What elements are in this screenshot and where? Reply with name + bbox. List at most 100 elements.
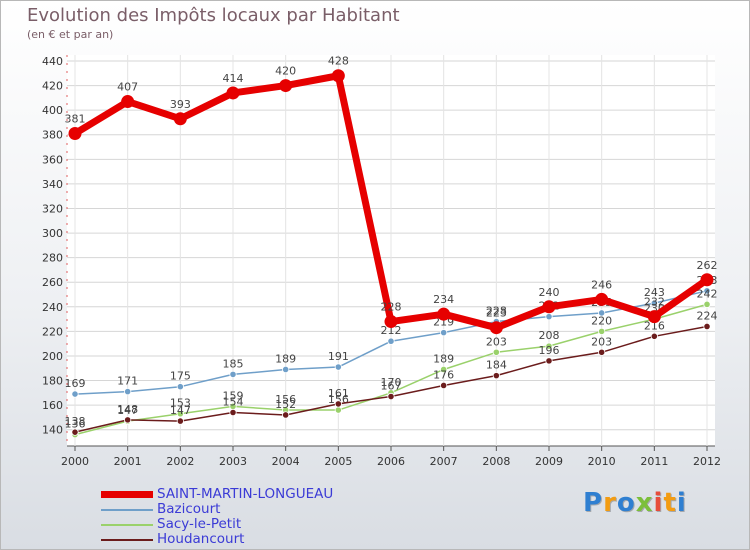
data-label: 170 [381,376,402,389]
y-tick-label: 260 [42,276,63,289]
data-point [279,79,293,93]
data-label: 189 [433,352,454,365]
data-point [176,417,184,425]
data-label: 159 [223,389,244,402]
proxiti-logo: Proxiti [583,488,687,518]
data-label: 246 [591,278,612,291]
data-label: 147 [170,404,191,417]
data-point [437,307,451,321]
data-label: 243 [644,286,665,299]
data-point [121,95,135,109]
data-point [173,112,187,126]
data-point [703,322,711,331]
data-label: 176 [433,368,454,381]
data-label: 203 [591,335,612,348]
data-label: 232 [644,296,665,309]
y-tick-label: 360 [42,153,63,166]
data-label: 148 [117,403,138,416]
data-point [71,390,79,398]
data-label: 147 [117,404,138,417]
data-label: 223 [486,307,507,320]
data-point [542,300,556,314]
legend-swatch [101,491,153,498]
data-point [440,365,448,374]
data-label: 167 [381,380,402,393]
data-label: 240 [539,286,560,299]
data-label: 175 [170,370,191,383]
data-point [647,310,661,324]
legend-swatch [101,524,153,526]
data-point [282,411,290,419]
y-tick-label: 340 [42,178,63,191]
data-label: 152 [275,398,296,411]
data-point [545,357,553,365]
y-tick-label: 220 [42,325,63,338]
logo-letter: t [663,488,677,518]
data-label: 220 [591,314,612,327]
data-label: 216 [644,319,665,332]
data-point [387,337,395,345]
data-label: 262 [697,259,718,272]
legend-item: Houdancourt [101,531,401,547]
y-tick-label: 300 [42,227,63,240]
chart-title: Evolution des Impôts locaux par Habitant [27,5,400,26]
data-point [334,363,342,371]
data-point [595,292,609,306]
data-point [440,381,448,390]
x-tick-label: 2003 [219,455,247,468]
data-label: 154 [223,396,244,409]
x-tick-label: 2012 [693,455,721,468]
legend-item: SAINT-MARTIN-LONGUEAU [101,486,401,502]
logo-letter: x [635,488,654,518]
data-point [334,406,342,414]
y-tick-label: 400 [42,104,63,117]
y-tick-label: 200 [42,350,63,363]
legend-label: SAINT-MARTIN-LONGUEAU [157,486,334,502]
logo-letter: P [583,488,604,518]
data-point [703,287,711,295]
x-tick-label: 2005 [324,455,352,468]
data-label: 136 [65,418,86,431]
x-tick-label: 2007 [430,455,458,468]
data-label: 234 [433,293,454,306]
data-point [598,309,606,317]
legend-label: Houdancourt [157,531,245,547]
series-saint-martin-longueau: 381 407 393 414 420 428 228 234 223 240 246 232 262 [65,55,718,335]
data-point [384,315,398,329]
data-label: 138 [65,415,86,428]
data-point [331,69,345,83]
y-tick-label: 320 [42,202,63,215]
legend-item: Sacy-le-Petit [101,516,401,532]
y-tick-label: 280 [42,252,63,265]
data-point [176,383,184,391]
data-point [387,392,395,401]
data-point [700,273,714,287]
data-label: 208 [539,329,560,342]
data-point [545,342,553,350]
legend-label: Bazicourt [157,501,221,517]
y-tick-label: 180 [42,375,63,388]
data-point [440,329,448,337]
data-point [703,300,711,308]
data-point [71,428,79,436]
y-tick-label: 140 [42,424,63,437]
legend-swatch [101,539,153,541]
legend: SAINT-MARTIN-LONGUEAU Bazicourt Sacy-le-Pe… [101,486,401,547]
data-point [650,332,658,340]
logo-letter: i [676,488,687,518]
data-point [229,370,237,379]
data-point [226,86,240,100]
chart-subtitle: (en € et par an) [27,28,114,41]
data-label: 196 [539,344,560,357]
data-label: 420 [275,65,296,78]
y-tick-label: 440 [42,55,63,68]
x-tick-label: 2009 [535,455,563,468]
data-point [545,313,553,321]
data-point [334,400,342,408]
data-point [598,327,606,335]
data-label: 228 [486,305,507,318]
data-label: 242 [697,287,718,300]
